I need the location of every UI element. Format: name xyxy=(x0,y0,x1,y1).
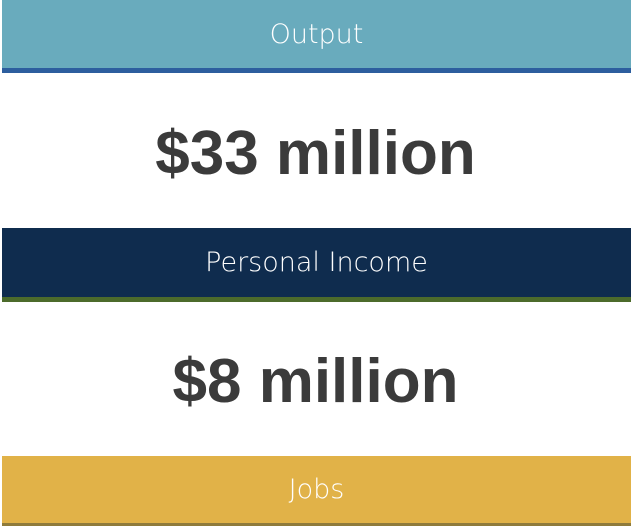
section-header: Output xyxy=(2,0,631,73)
metric-value: $8 million xyxy=(172,347,459,416)
section-header: Personal Income xyxy=(2,228,631,302)
metric-value: $33 million xyxy=(155,119,476,188)
section-header: Jobs xyxy=(2,456,631,526)
